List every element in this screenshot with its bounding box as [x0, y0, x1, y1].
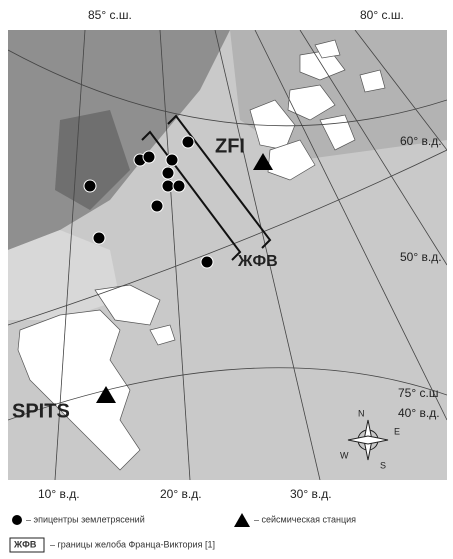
compass-label: N [358, 408, 365, 418]
lon-label: 20° в.д. [160, 487, 202, 501]
trough-label: ЖФВ [237, 253, 278, 270]
lon-label: 10° в.д. [38, 487, 80, 501]
lon-label: 30° в.д. [290, 487, 332, 501]
map-figure: ZFI SPITS ЖФВ N E S W 85° с.ш. 80° с.ш. … [0, 0, 453, 559]
legend-key: ЖФВ [13, 539, 37, 549]
station-label: ZFI [215, 135, 245, 157]
lat-label: 80° с.ш. [360, 8, 404, 22]
lon-label: 50° в.д. [400, 250, 442, 264]
compass-label: W [340, 450, 349, 460]
legend-text: – эпицентры землетрясений [26, 514, 145, 524]
lon-label: 40° в.д. [398, 406, 440, 420]
compass-label: S [380, 460, 386, 470]
compass-label: E [394, 426, 400, 436]
lat-label: 85° с.ш. [88, 8, 132, 22]
legend-station-icon [234, 513, 250, 527]
legend-text: – сейсмическая станция [254, 514, 356, 524]
lon-label: 60° в.д. [400, 134, 442, 148]
station-label: SPITS [12, 400, 70, 422]
legend-epicenter-icon [12, 515, 22, 525]
lat-label: 75° с.ш [398, 386, 438, 400]
legend-text: – границы желоба Франца-Виктория [1] [50, 539, 215, 549]
map: ZFI SPITS ЖФВ N E S W [8, 30, 447, 480]
